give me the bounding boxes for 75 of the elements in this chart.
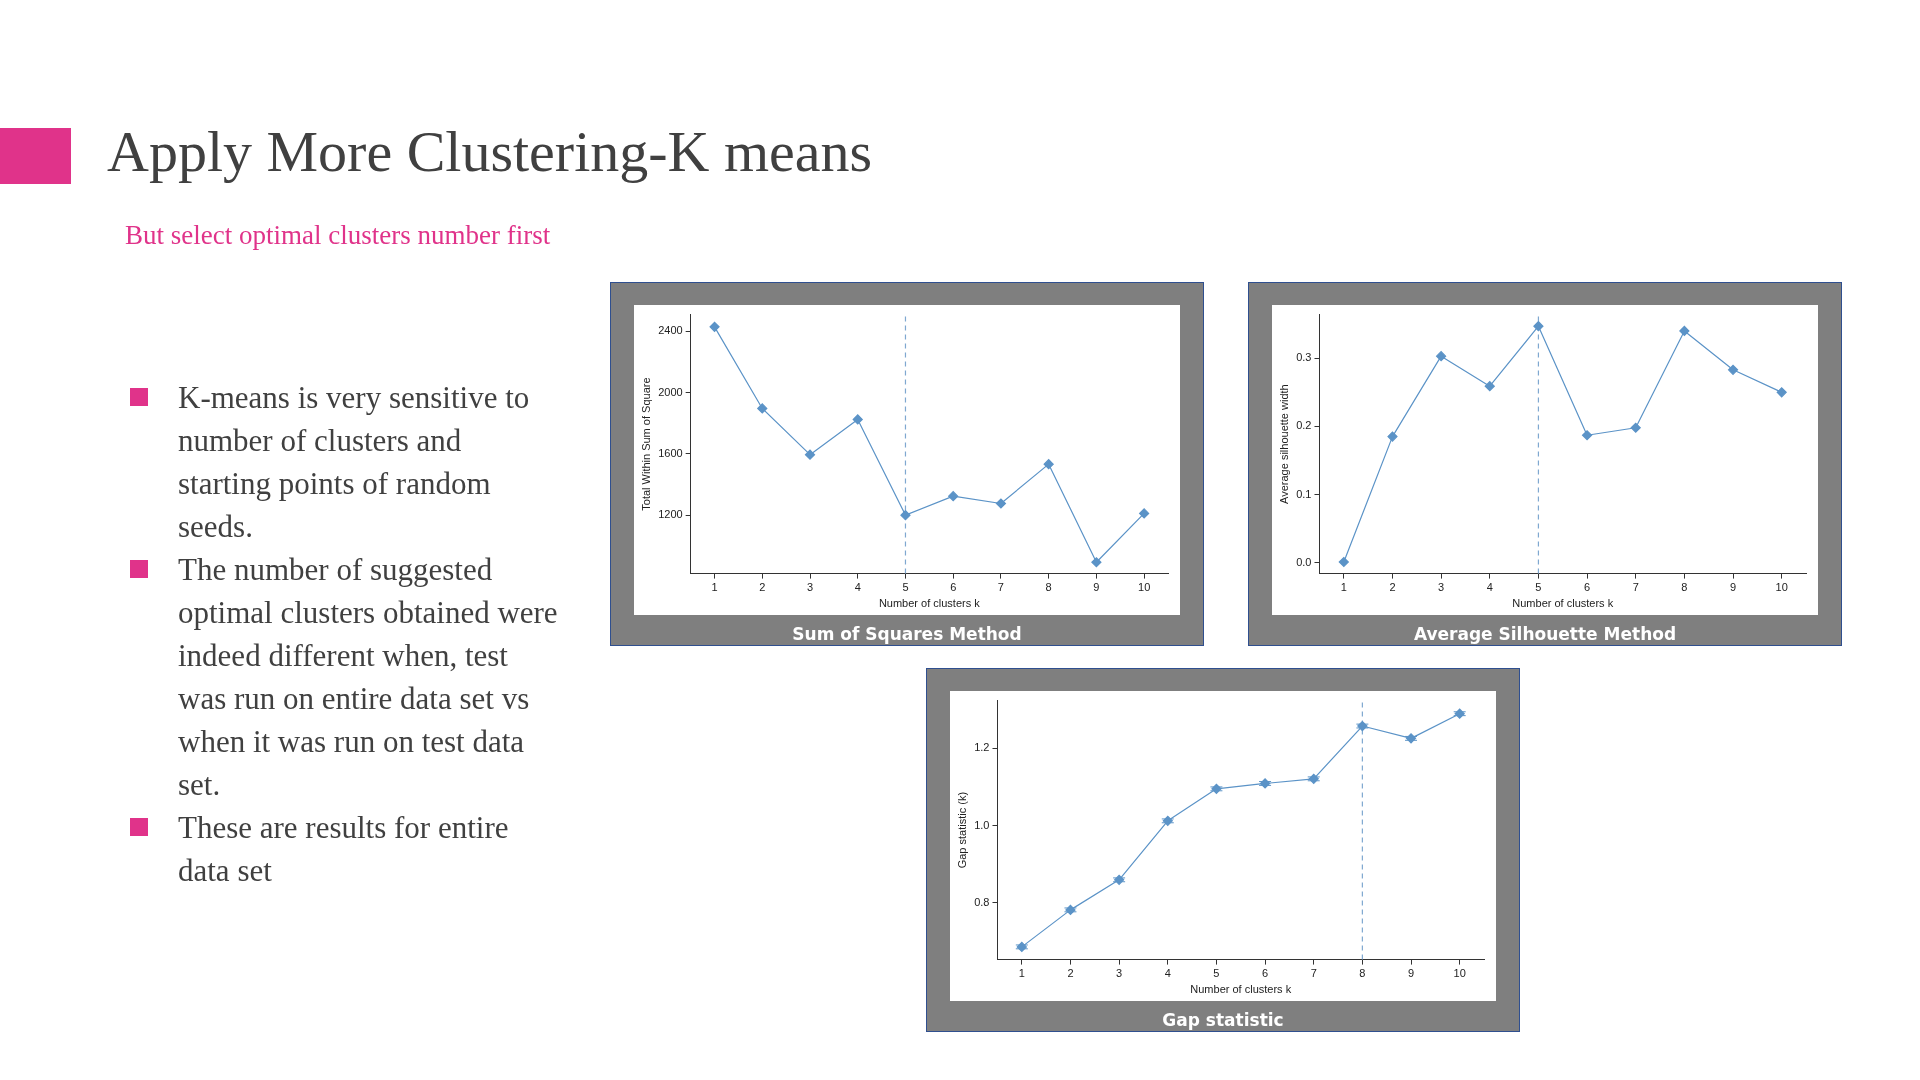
x-tick-label: 10 <box>1775 581 1788 594</box>
x-tick-label: 5 <box>1535 581 1542 594</box>
x-tick-label: 4 <box>1164 967 1171 980</box>
y-tick-label: 0.2 <box>1296 419 1312 432</box>
x-tick-label: 8 <box>1359 967 1366 980</box>
y-tick-label: 1.0 <box>974 818 990 831</box>
x-tick-label: 3 <box>806 581 814 594</box>
text: Average Silhouette Method <box>1412 624 1678 644</box>
x-tick-label: 1 <box>1018 967 1025 980</box>
x-axis-title: Number of clusters k <box>1190 983 1292 996</box>
text: Apply More Clustering-K means <box>107 118 873 185</box>
x-tick-label: 6 <box>950 581 957 594</box>
x-tick-label: 9 <box>1093 581 1100 594</box>
x-tick-label: 7 <box>1310 967 1317 980</box>
x-tick-label: 10 <box>1138 581 1151 594</box>
x-tick-label: 1 <box>711 581 718 594</box>
point <box>1436 351 1447 362</box>
x-axis-title: Number of clusters k <box>1512 597 1614 610</box>
y-tick-label: 2400 <box>658 324 683 337</box>
y-tick-label: 1200 <box>658 508 683 521</box>
point <box>1091 557 1102 568</box>
point <box>1679 325 1690 337</box>
x-tick-label: 8 <box>1681 581 1688 594</box>
y-tick-label: 2000 <box>658 385 683 398</box>
x-tick-label: 2 <box>1389 581 1396 594</box>
x-tick-label: 2 <box>759 581 766 594</box>
y-tick-label: 0.0 <box>1296 555 1312 568</box>
text: Gap statistic <box>1161 1010 1285 1030</box>
point <box>1581 430 1593 441</box>
x-tick-label: 7 <box>997 581 1004 594</box>
point <box>804 449 816 460</box>
x-tick-label: 9 <box>1729 581 1737 594</box>
text: These are results for entire data set <box>178 810 509 888</box>
point <box>1484 381 1495 392</box>
x-tick-label: 9 <box>1407 967 1415 980</box>
point <box>1387 431 1398 442</box>
x-tick-label: 3 <box>1438 581 1445 594</box>
x-tick-label: 3 <box>1116 967 1123 980</box>
x-tick-label: 7 <box>1632 581 1639 594</box>
text: The number of suggested optimal clusters obtained were indeed different when, test was run on entire data set vs when it was run on test data set. <box>178 552 558 802</box>
x-tick-label: 1 <box>1340 581 1347 594</box>
text: Sum of Squares Method <box>791 624 1023 644</box>
point <box>1043 459 1054 470</box>
text: K-means is very sensitive to number of clusters and starting points of random seeds. <box>178 380 530 544</box>
x-tick-label: 4 <box>854 581 861 594</box>
y-axis-title: Average silhouette width <box>1277 384 1290 504</box>
point <box>1338 556 1349 568</box>
y-axis-title: Gap statistic (k) <box>955 791 968 869</box>
y-tick-label: 0.1 <box>1296 487 1312 500</box>
y-axis-title: Total Within Sum of Square <box>639 377 652 511</box>
x-tick-label: 2 <box>1067 967 1074 980</box>
x-tick-label: 4 <box>1486 581 1493 594</box>
point <box>852 414 863 425</box>
point <box>709 321 720 332</box>
y-tick-label: 1600 <box>658 446 683 459</box>
y-tick-label: 1.2 <box>974 741 990 754</box>
point <box>1630 422 1641 433</box>
text: But select optimal clusters number first <box>125 220 551 251</box>
point <box>757 403 768 414</box>
point <box>1727 364 1739 375</box>
point <box>995 498 1007 509</box>
x-tick-label: 5 <box>902 581 909 594</box>
point <box>900 510 911 521</box>
x-tick-label: 5 <box>1213 967 1220 980</box>
point <box>1533 321 1544 332</box>
point <box>948 491 959 502</box>
point <box>1139 508 1150 519</box>
x-tick-label: 6 <box>1262 967 1269 980</box>
x-axis-title: Number of clusters k <box>878 597 981 610</box>
point <box>1776 387 1787 398</box>
y-tick-label: 0.3 <box>1296 351 1312 364</box>
y-tick-label: 0.8 <box>974 895 990 908</box>
x-tick-label: 6 <box>1584 581 1591 594</box>
x-tick-label: 8 <box>1045 581 1052 594</box>
x-tick-label: 10 <box>1453 967 1466 980</box>
